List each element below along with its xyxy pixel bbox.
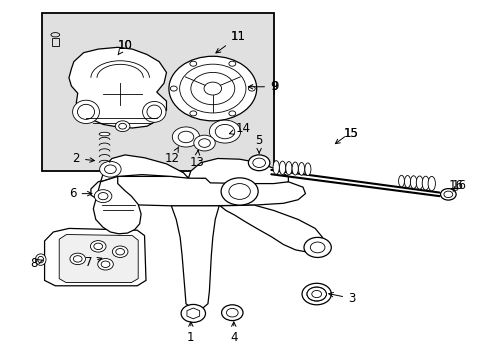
Polygon shape — [44, 228, 146, 286]
Circle shape — [228, 61, 235, 66]
Text: 11: 11 — [230, 30, 245, 43]
Circle shape — [189, 61, 196, 66]
Ellipse shape — [427, 176, 434, 191]
Text: 14: 14 — [229, 122, 250, 135]
Circle shape — [302, 283, 330, 305]
Ellipse shape — [291, 162, 298, 175]
Circle shape — [94, 190, 112, 203]
Circle shape — [115, 121, 130, 132]
Bar — [52, 38, 59, 45]
Bar — [42, 13, 273, 171]
Ellipse shape — [142, 102, 165, 122]
Polygon shape — [91, 176, 305, 206]
Text: 8: 8 — [30, 257, 43, 270]
Ellipse shape — [99, 132, 110, 136]
Circle shape — [304, 237, 330, 257]
Text: 5: 5 — [255, 134, 262, 153]
Circle shape — [189, 111, 196, 116]
Polygon shape — [188, 158, 288, 184]
Text: 15: 15 — [343, 127, 358, 140]
Circle shape — [193, 135, 215, 151]
Circle shape — [181, 305, 205, 322]
Text: 6: 6 — [69, 187, 92, 200]
Circle shape — [100, 161, 121, 177]
Ellipse shape — [398, 175, 404, 187]
Circle shape — [248, 155, 269, 171]
Ellipse shape — [298, 162, 304, 175]
Circle shape — [98, 258, 113, 270]
Circle shape — [209, 120, 240, 143]
Circle shape — [172, 127, 199, 147]
Text: 9: 9 — [270, 80, 278, 93]
Text: 4: 4 — [229, 322, 237, 344]
Text: 7: 7 — [84, 256, 102, 269]
Text: 12: 12 — [164, 147, 180, 165]
Text: 10: 10 — [117, 39, 132, 52]
Ellipse shape — [35, 254, 46, 265]
Text: 1: 1 — [187, 322, 194, 344]
Ellipse shape — [409, 176, 416, 188]
Polygon shape — [101, 155, 188, 182]
Text: 15: 15 — [343, 127, 358, 140]
Ellipse shape — [279, 161, 285, 175]
Ellipse shape — [421, 176, 428, 190]
Text: 10: 10 — [117, 39, 132, 55]
Polygon shape — [93, 176, 141, 234]
Text: 2: 2 — [72, 152, 94, 165]
Circle shape — [90, 240, 106, 252]
Polygon shape — [220, 205, 322, 252]
Ellipse shape — [404, 176, 410, 188]
Circle shape — [440, 189, 455, 200]
Circle shape — [70, 253, 85, 265]
Circle shape — [221, 305, 243, 320]
Circle shape — [112, 246, 128, 257]
Circle shape — [168, 56, 256, 121]
Ellipse shape — [415, 176, 422, 189]
Circle shape — [228, 111, 235, 116]
Ellipse shape — [304, 163, 310, 176]
Circle shape — [170, 86, 177, 91]
Ellipse shape — [73, 100, 99, 123]
Text: 16: 16 — [448, 179, 463, 192]
Text: 9: 9 — [248, 80, 277, 93]
Circle shape — [221, 178, 258, 205]
Text: 16: 16 — [450, 179, 466, 192]
Polygon shape — [59, 234, 138, 283]
Polygon shape — [171, 206, 219, 309]
Ellipse shape — [272, 161, 279, 174]
Ellipse shape — [285, 162, 291, 175]
Text: 3: 3 — [328, 292, 355, 305]
Text: 11: 11 — [216, 30, 245, 53]
Circle shape — [248, 86, 255, 91]
Polygon shape — [69, 47, 166, 128]
Text: 13: 13 — [189, 150, 203, 169]
